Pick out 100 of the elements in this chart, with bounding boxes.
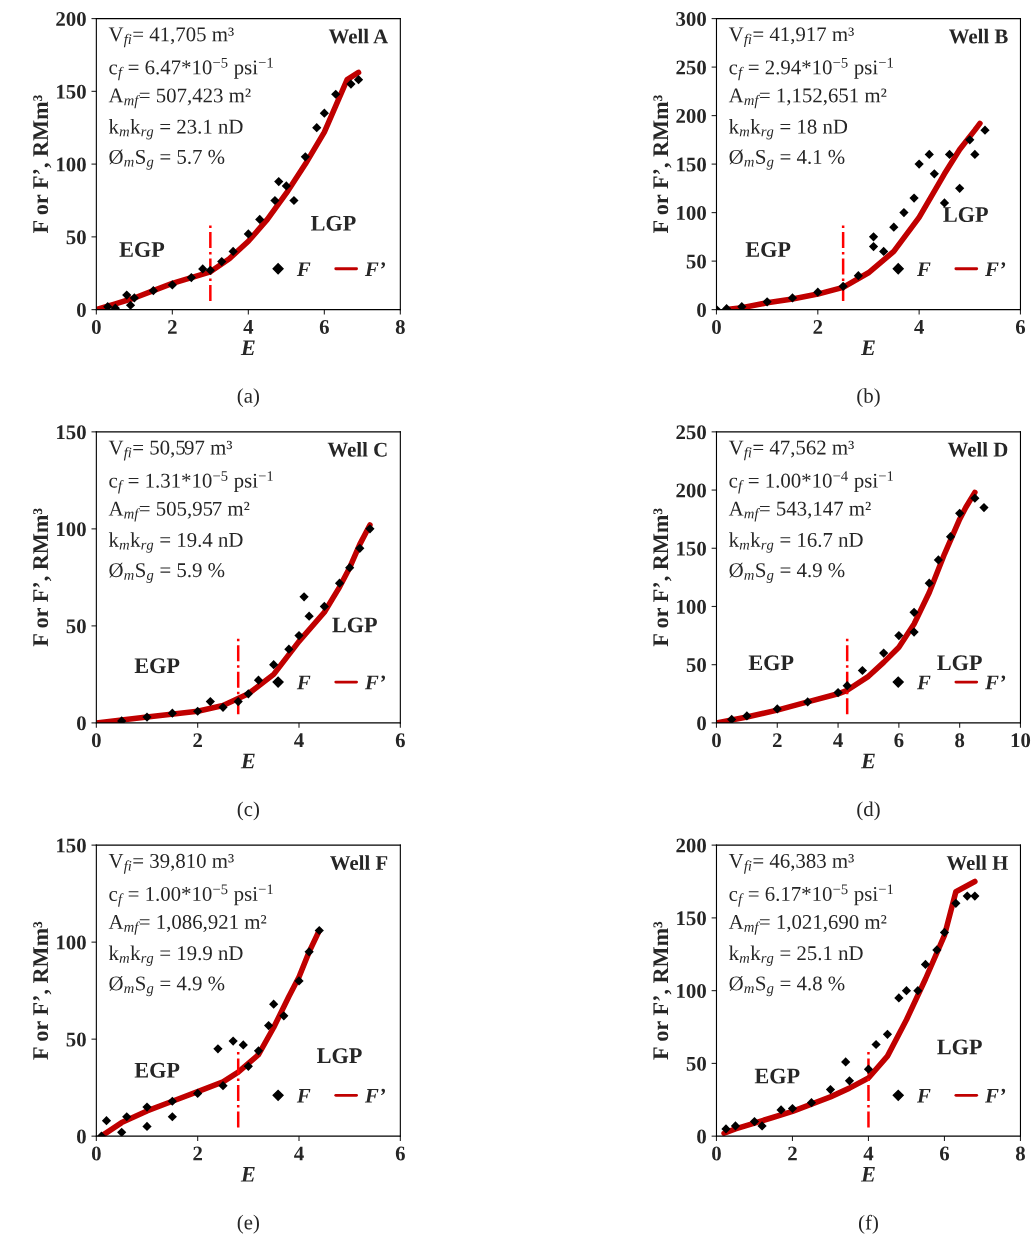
annotation: k$_{m}$k$_{rg}$ = 19.4 nD bbox=[108, 532, 243, 553]
x-tick-label: 4 bbox=[863, 1146, 874, 1161]
annotation: k$_{m}$k$_{rg}$ = 25.1 nD bbox=[729, 945, 863, 966]
point bbox=[319, 108, 329, 118]
legend-label: F bbox=[296, 675, 311, 690]
point bbox=[970, 149, 980, 160]
x-tick-label: 2 bbox=[788, 1146, 797, 1161]
point bbox=[270, 195, 280, 206]
annotation: EGP bbox=[134, 1062, 180, 1078]
y-axis-title: F or F’, RMm³ bbox=[33, 508, 52, 647]
annotation: c$_{f}$ = 6.17*10$^{−5}$ psi$^{−1}$ bbox=[729, 884, 893, 907]
annotation: V$_{fi}$= 39,810 m³ bbox=[108, 853, 234, 874]
x-tick-label: 2 bbox=[772, 733, 782, 748]
point bbox=[213, 1044, 223, 1054]
annotation: Ø$_{m}$S$_{g}$ = 5.7 % bbox=[109, 149, 225, 170]
point bbox=[776, 1105, 786, 1115]
annotation: LGP bbox=[310, 215, 356, 231]
point bbox=[730, 1121, 741, 1131]
annotation: Ø$_{m}$S$_{g}$ = 4.9 % bbox=[729, 562, 845, 583]
y-tick-label: 250 bbox=[676, 425, 706, 440]
y-tick-label: 0 bbox=[77, 302, 86, 318]
y-tick-label: 200 bbox=[676, 838, 706, 853]
point bbox=[284, 644, 294, 654]
x-tick-label: 8 bbox=[1015, 1146, 1025, 1161]
y-axis-title: F or F’, RMm³ bbox=[33, 921, 52, 1060]
y-tick-label: 150 bbox=[677, 541, 706, 556]
point bbox=[294, 976, 304, 986]
point bbox=[979, 502, 989, 513]
y-tick-label: 0 bbox=[77, 716, 86, 731]
point bbox=[233, 696, 243, 707]
annotation: A$_{mf}$= 1,086,921 m² bbox=[108, 914, 267, 935]
point bbox=[889, 222, 899, 232]
annotation: c$_{f}$ = 2.94*10$^{−5}$ psi$^{−1}$ bbox=[729, 57, 893, 81]
point bbox=[841, 1057, 851, 1067]
y-tick-label: 150 bbox=[677, 157, 706, 172]
annotation: Ø$_{m}$S$_{g}$ = 4.9 % bbox=[109, 976, 225, 997]
x-tick-label: 4 bbox=[833, 733, 843, 748]
annotation: c$_{f}$ = 1.00*10$^{−4}$ psi$^{−1}$ bbox=[729, 471, 893, 494]
x-tick-label: 6 bbox=[395, 1146, 405, 1161]
point bbox=[198, 264, 208, 274]
point bbox=[939, 198, 950, 208]
x-tick-label: 6 bbox=[1015, 320, 1026, 334]
point bbox=[970, 493, 980, 503]
point bbox=[167, 708, 177, 718]
x-tick-label: 6 bbox=[939, 1146, 950, 1161]
point bbox=[346, 79, 356, 89]
point bbox=[980, 125, 990, 135]
point bbox=[853, 271, 863, 281]
x-tick-label: 8 bbox=[955, 733, 965, 748]
point bbox=[269, 660, 279, 670]
text: (c) bbox=[237, 801, 259, 821]
y-tick-label: 300 bbox=[676, 11, 706, 27]
point bbox=[243, 689, 253, 699]
x-tick-label: 0 bbox=[91, 1146, 101, 1161]
annotation: LGP bbox=[332, 617, 377, 633]
point bbox=[334, 578, 345, 588]
annotation: LGP bbox=[317, 1048, 362, 1064]
y-tick-label: 150 bbox=[57, 838, 86, 853]
y-tick-label: 100 bbox=[57, 935, 86, 950]
point bbox=[929, 169, 939, 179]
point bbox=[279, 1011, 289, 1021]
y-tick-label: 50 bbox=[686, 254, 706, 269]
annotation: V$_{fi}$= 50,597 m³ bbox=[108, 440, 233, 461]
point bbox=[913, 986, 923, 996]
annotation: c$_{f}$ = 1.00*10$^{−5}$ psi$^{−1}$ bbox=[109, 884, 273, 907]
point bbox=[122, 290, 132, 300]
annotation: A$_{mf}$= 1,152,651 m² bbox=[728, 88, 887, 109]
point bbox=[806, 1098, 817, 1108]
annotation: V$_{fi}$= 46,383 m³ bbox=[728, 853, 854, 874]
point bbox=[264, 1020, 274, 1031]
point bbox=[228, 246, 238, 257]
annotation: k$_{m}$k$_{rg}$ = 18 nD bbox=[729, 118, 848, 140]
point bbox=[365, 524, 375, 534]
point bbox=[757, 1121, 767, 1131]
point bbox=[762, 297, 772, 307]
point bbox=[833, 688, 843, 698]
point bbox=[945, 532, 956, 542]
point bbox=[920, 959, 931, 970]
point bbox=[319, 601, 329, 612]
y-tick-label: 100 bbox=[677, 984, 706, 999]
point bbox=[142, 1102, 152, 1112]
x-tick-label: 4 bbox=[294, 1146, 304, 1161]
point bbox=[193, 1088, 203, 1099]
x-tick-label: 0 bbox=[91, 319, 101, 334]
x-tick-label: 0 bbox=[712, 1146, 721, 1161]
x-axis-title: E bbox=[240, 753, 255, 769]
point bbox=[331, 89, 341, 99]
point bbox=[269, 999, 279, 1009]
annotation: EGP bbox=[134, 658, 180, 674]
point bbox=[868, 241, 879, 252]
text: (f) bbox=[858, 1214, 878, 1234]
point bbox=[238, 1040, 248, 1050]
point bbox=[965, 135, 975, 145]
point bbox=[909, 193, 919, 203]
legend-label: F bbox=[296, 1088, 311, 1103]
point bbox=[243, 229, 253, 239]
y-tick-label: 0 bbox=[697, 302, 706, 318]
point bbox=[125, 300, 136, 310]
point bbox=[721, 1124, 731, 1134]
x-tick-label: 6 bbox=[894, 733, 904, 748]
